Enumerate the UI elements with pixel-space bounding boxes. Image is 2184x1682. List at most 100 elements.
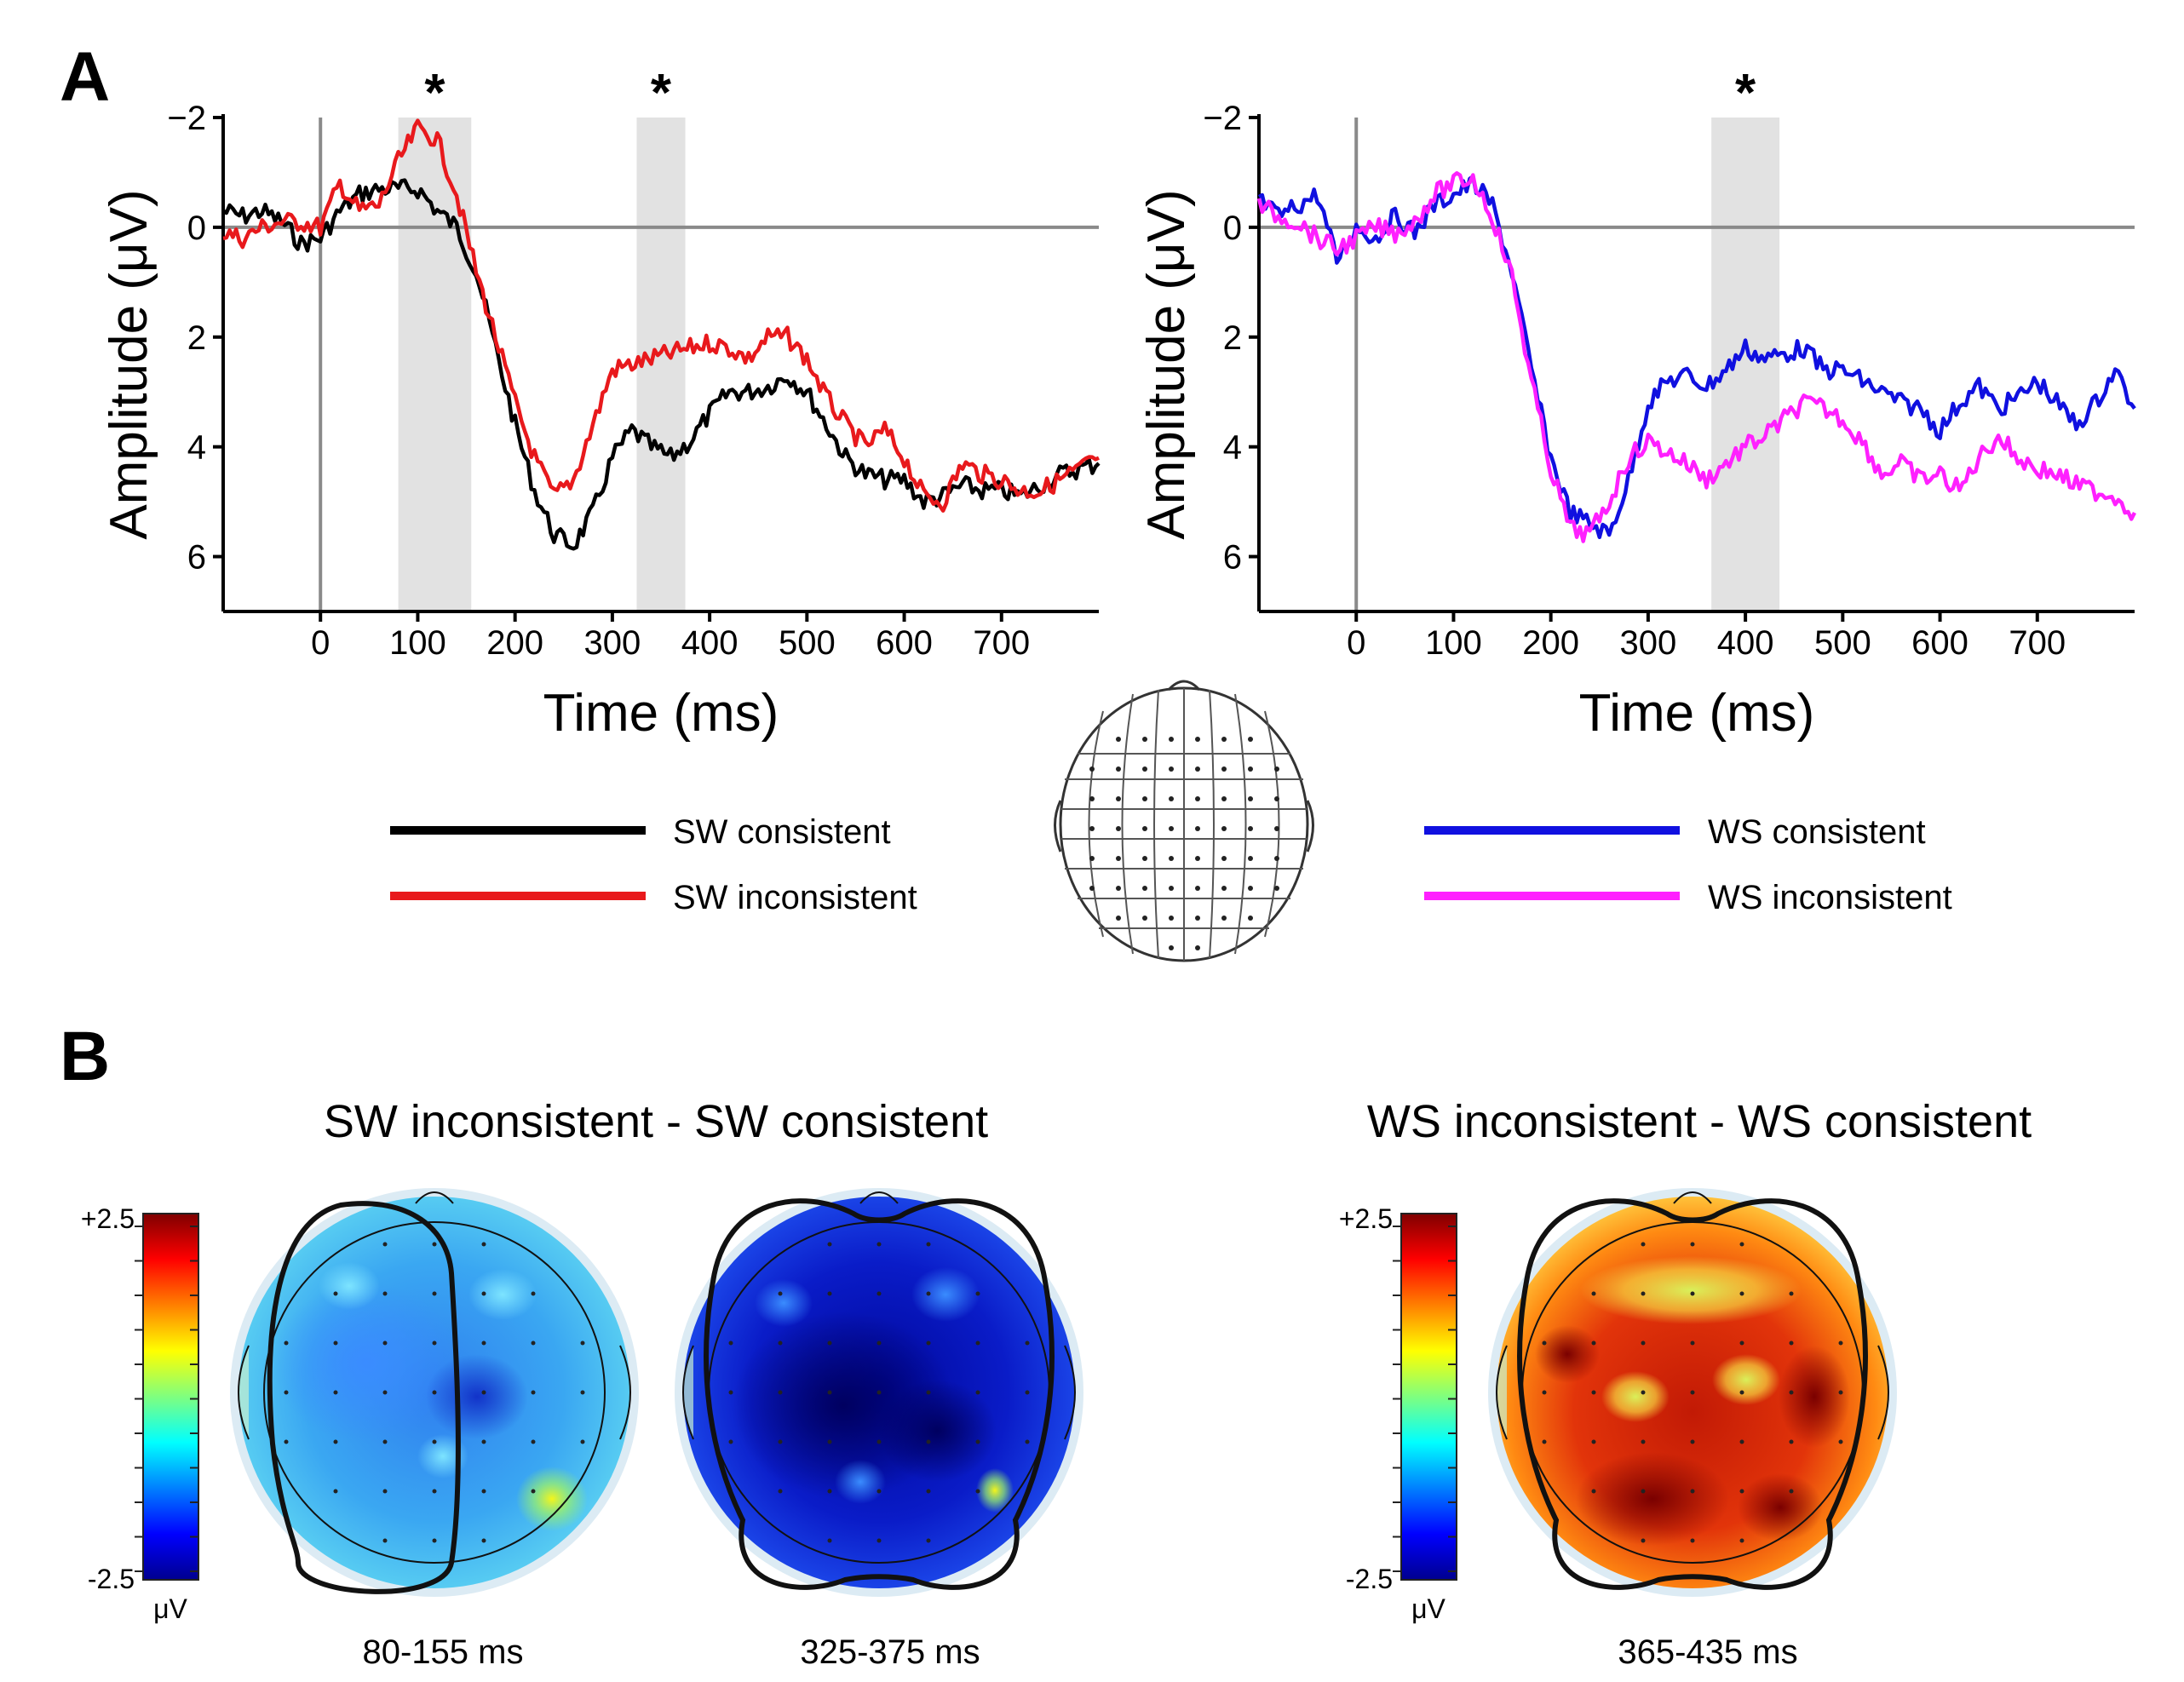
- legend-label-sw-inconsistent: SW inconsistent: [673, 879, 917, 916]
- electrode-dot: [1542, 1340, 1547, 1346]
- topomap-spot: [835, 1460, 886, 1504]
- x-tick-label: 600: [876, 624, 933, 662]
- electrode-dot: [1195, 886, 1200, 891]
- topomap-caption-365-435: 365-435 ms: [1618, 1633, 1797, 1671]
- electrode-dot: [1248, 826, 1253, 831]
- nose: [415, 1191, 454, 1204]
- roi-outline: [704, 1198, 1055, 1590]
- x-tick-label: 700: [2009, 624, 2066, 662]
- electrode-dot: [827, 1340, 832, 1346]
- electrode-dot: [382, 1390, 388, 1395]
- right-ear: [1064, 1345, 1076, 1440]
- electrode-dot: [778, 1340, 783, 1346]
- electrode-dot: [1739, 1242, 1744, 1247]
- electrode-dot: [531, 1439, 536, 1444]
- electrode-dot: [1739, 1489, 1744, 1494]
- electrode-dot: [876, 1538, 882, 1543]
- legend-sw: SW consistent SW inconsistent: [390, 813, 917, 916]
- electrode-dot: [333, 1390, 338, 1395]
- roi-outline: [1517, 1198, 1868, 1590]
- legend-label-sw-consistent: SW consistent: [673, 813, 891, 851]
- topomap-group-title-ws: WS inconsistent - WS consistent: [1367, 1096, 2032, 1147]
- left-ear: [1496, 1345, 1508, 1440]
- electrode-dot: [1274, 796, 1279, 801]
- topomap-spot: [1712, 1354, 1780, 1405]
- electrode-dot: [827, 1291, 832, 1296]
- topomap-ws-365-435: [1488, 1188, 1897, 1597]
- y-tick-label: 6: [1223, 539, 1242, 577]
- colorbar-max-label: +2.5: [81, 1203, 135, 1234]
- electrode-dot: [1739, 1291, 1744, 1296]
- topomap-spot: [1601, 1371, 1670, 1422]
- topomap-spot: [1535, 1325, 1600, 1383]
- electrode-dot: [1221, 856, 1227, 861]
- electrode-dot: [1739, 1390, 1744, 1395]
- electrode-dot: [1195, 826, 1200, 831]
- colorbar-unit: μV: [153, 1593, 187, 1624]
- electrode-dot: [531, 1340, 536, 1346]
- electrode-dot: [333, 1291, 338, 1296]
- topomap-spot: [273, 1282, 460, 1444]
- electrode-dot: [481, 1291, 486, 1296]
- electrode-dot: [1142, 737, 1147, 742]
- colorbar-unit: μV: [1411, 1593, 1445, 1624]
- electrode-dot: [1195, 916, 1200, 921]
- y-tick-label: 6: [187, 539, 206, 577]
- electrode-dot: [1142, 886, 1147, 891]
- topomap-spot: [976, 1468, 1014, 1513]
- electrode-dot: [1641, 1390, 1646, 1395]
- electrode-dot: [1838, 1439, 1843, 1444]
- electrode-dot: [284, 1340, 289, 1346]
- x-tick-label: 600: [1911, 624, 1968, 662]
- electrode-dot: [382, 1489, 388, 1494]
- series-line-ws-inconsistent: [1256, 171, 2137, 543]
- legend-label-ws-inconsistent: WS inconsistent: [1708, 879, 1952, 916]
- electrode-dot: [876, 1291, 882, 1296]
- electrode-dot: [1116, 886, 1121, 891]
- electrode-dot: [1142, 916, 1147, 921]
- electrode-dot: [382, 1242, 388, 1247]
- significance-window-0: [1711, 118, 1780, 611]
- electrode-dot: [1169, 856, 1174, 861]
- electrode-dot: [1089, 886, 1095, 891]
- electrode-dot: [1116, 826, 1121, 831]
- electrode-dot: [1025, 1340, 1030, 1346]
- significance-window-1: [636, 118, 686, 611]
- electrode-dot: [1274, 766, 1279, 772]
- x-tick-label: 200: [486, 624, 543, 662]
- electrode-dot: [1248, 886, 1253, 891]
- x-tick-label: 700: [973, 624, 1030, 662]
- electrode-dot: [1221, 826, 1227, 831]
- electrode-dot: [876, 1439, 882, 1444]
- y-tick-label: 4: [1223, 429, 1242, 467]
- topomap-spot: [1576, 1452, 1729, 1546]
- colorbar-max-label: +2.5: [1339, 1203, 1393, 1234]
- electrode-dot: [1025, 1439, 1030, 1444]
- electrode-dot: [876, 1390, 882, 1395]
- electrode-dot: [1089, 796, 1095, 801]
- electrode-dot: [1195, 796, 1200, 801]
- electrode-dot: [382, 1291, 388, 1296]
- right-ear: [619, 1345, 631, 1440]
- electrode-dot: [1641, 1538, 1646, 1543]
- electrode-layout-head: [1054, 680, 1314, 962]
- x-tick-label: 500: [1814, 624, 1871, 662]
- topomap-group-title-sw: SW inconsistent - SW consistent: [324, 1096, 988, 1147]
- electrode-dot: [1641, 1439, 1646, 1444]
- x-tick-label: 200: [1522, 624, 1579, 662]
- electrode-dot: [531, 1390, 536, 1395]
- electrode-dot: [1739, 1439, 1744, 1444]
- electrode-dot: [1089, 766, 1095, 772]
- roi-outline: [267, 1201, 461, 1594]
- electrode-dot: [481, 1489, 486, 1494]
- electrode-dot: [1789, 1439, 1794, 1444]
- electrode-dot: [1221, 916, 1227, 921]
- electrode-dot: [926, 1489, 931, 1494]
- x-tick-label: 100: [389, 624, 446, 662]
- electrode-dot: [1690, 1340, 1695, 1346]
- electrode-dot: [827, 1538, 832, 1543]
- electrode-dot: [1248, 796, 1253, 801]
- legend-ws: WS consistent WS inconsistent: [1424, 813, 1952, 916]
- colorbar-min-label: -2.5: [88, 1564, 135, 1594]
